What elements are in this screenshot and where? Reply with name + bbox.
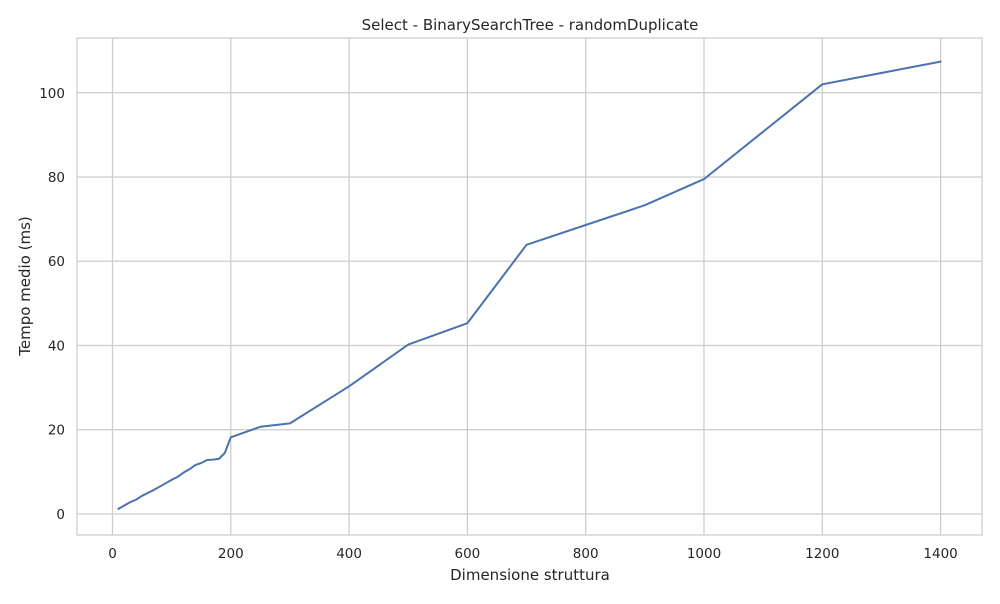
x-tick-label: 1000: [687, 546, 721, 562]
x-axis-label: Dimensione struttura: [450, 566, 610, 584]
x-tick-label: 200: [218, 546, 244, 562]
plot-area-frame: [76, 37, 983, 536]
y-tick-label: 40: [48, 338, 65, 354]
y-axis-ticks: 0 20 40 60 80 100: [39, 86, 65, 523]
x-tick-label: 0: [108, 546, 117, 562]
series-line-0: [117, 60, 942, 510]
x-tick-label: 1200: [805, 546, 839, 562]
y-tick-label: 0: [56, 507, 65, 523]
series-layer: [117, 60, 942, 510]
x-tick-label: 600: [455, 546, 481, 562]
y-tick-label: 100: [39, 86, 65, 102]
y-tick-label: 80: [48, 170, 65, 186]
y-axis-label: Tempo medio (ms): [16, 216, 34, 357]
chart-title: Select - BinarySearchTree - randomDuplic…: [362, 16, 699, 34]
x-tick-label: 400: [336, 546, 362, 562]
y-tick-label: 60: [48, 254, 65, 270]
x-tick-label: 1400: [923, 546, 957, 562]
x-tick-label: 800: [573, 546, 599, 562]
x-axis-ticks: 0 200 400 600 800 1000 1200 1400: [108, 546, 958, 562]
grid: [77, 38, 982, 535]
y-tick-label: 20: [48, 423, 65, 439]
